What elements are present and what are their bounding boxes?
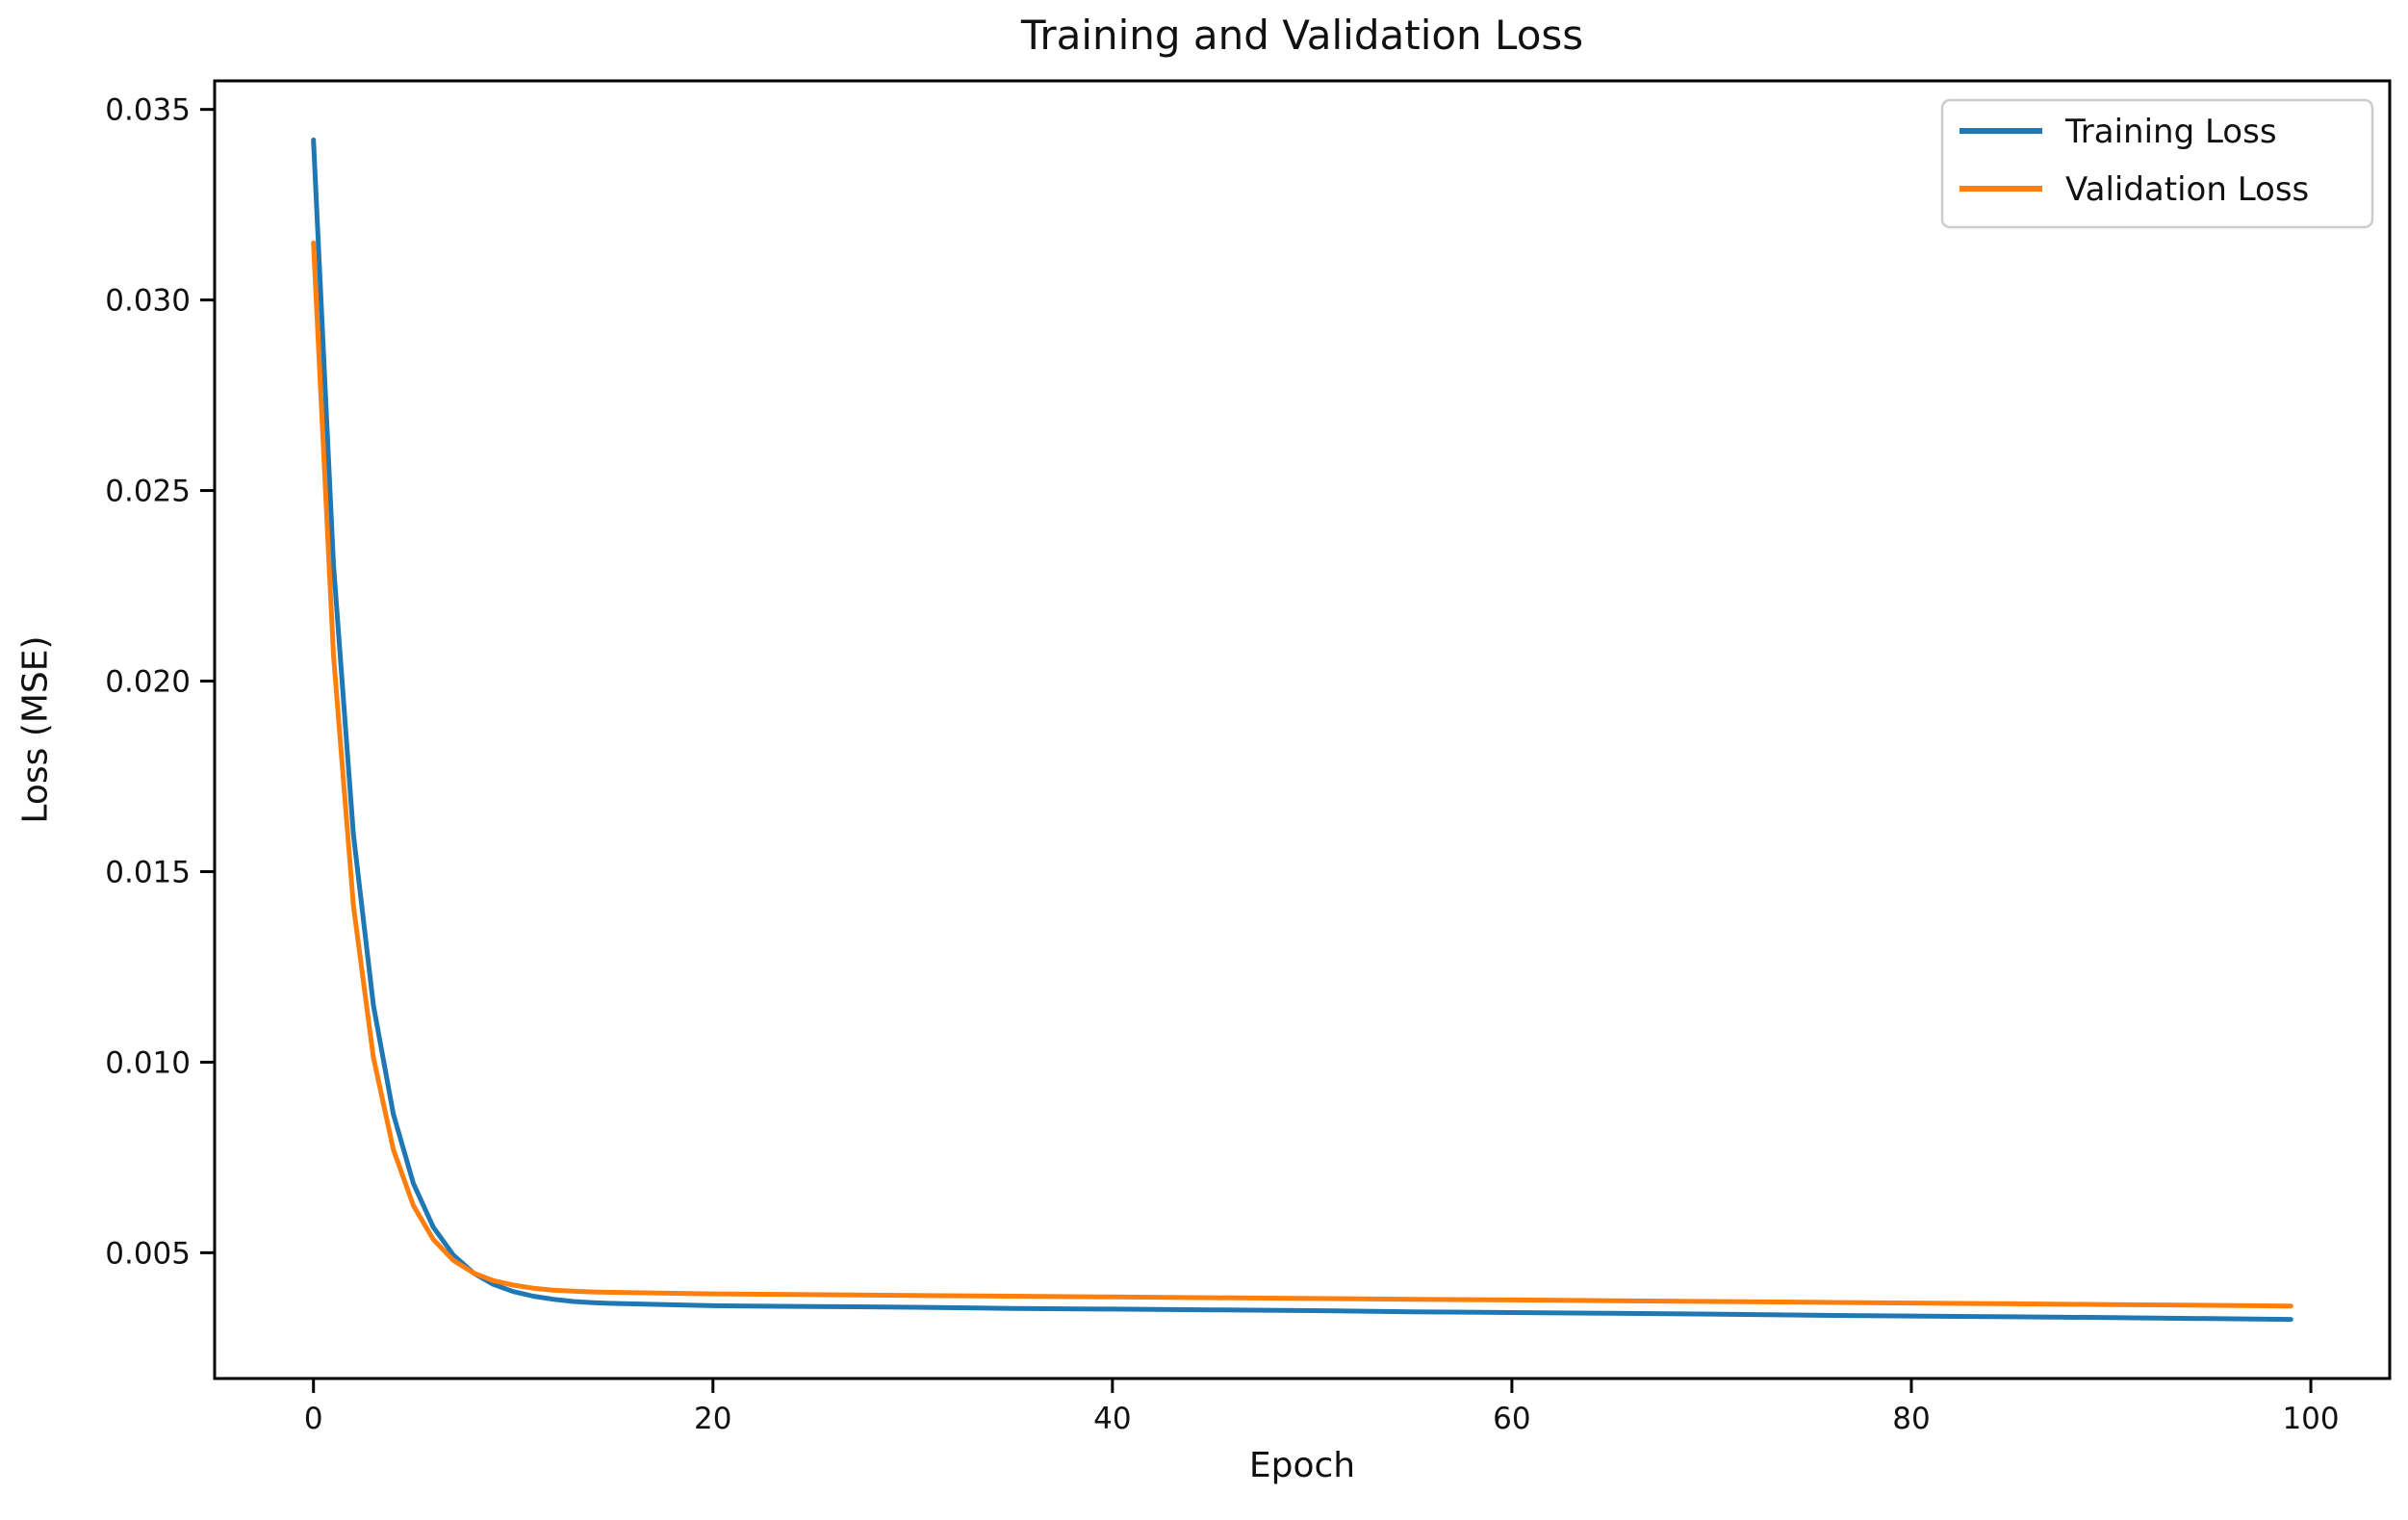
legend-box <box>1940 98 2374 229</box>
y-tick-label: 0.015 <box>105 855 191 889</box>
x-tick-label: 60 <box>1493 1402 1530 1436</box>
y-tick-label: 0.020 <box>105 665 191 700</box>
x-axis-label: Epoch <box>1248 1446 1356 1485</box>
chart-title: Training and Validation Loss <box>1020 12 1584 59</box>
x-tick-label: 40 <box>1093 1402 1131 1436</box>
legend-label-training-loss: Training Loss <box>2064 113 2277 151</box>
y-tick-label: 0.030 <box>105 284 191 319</box>
x-tick-label: 20 <box>694 1402 731 1436</box>
validation-loss-line <box>311 240 2293 1309</box>
y-axis-label: Loss (MSE) <box>15 635 56 824</box>
y-tick-label: 0.025 <box>105 475 191 509</box>
plot-border <box>213 79 2392 1380</box>
x-tick-label: 80 <box>1892 1402 1930 1436</box>
x-tick-label: 0 <box>304 1402 323 1436</box>
y-tick-label: 0.005 <box>105 1236 191 1271</box>
legend-label-validation-loss: Validation Loss <box>2065 170 2309 209</box>
y-tick-label: 0.010 <box>105 1045 191 1080</box>
y-tick-label: 0.035 <box>105 93 191 128</box>
x-tick-label: 100 <box>2282 1402 2339 1436</box>
training-loss-line <box>311 137 2293 1323</box>
